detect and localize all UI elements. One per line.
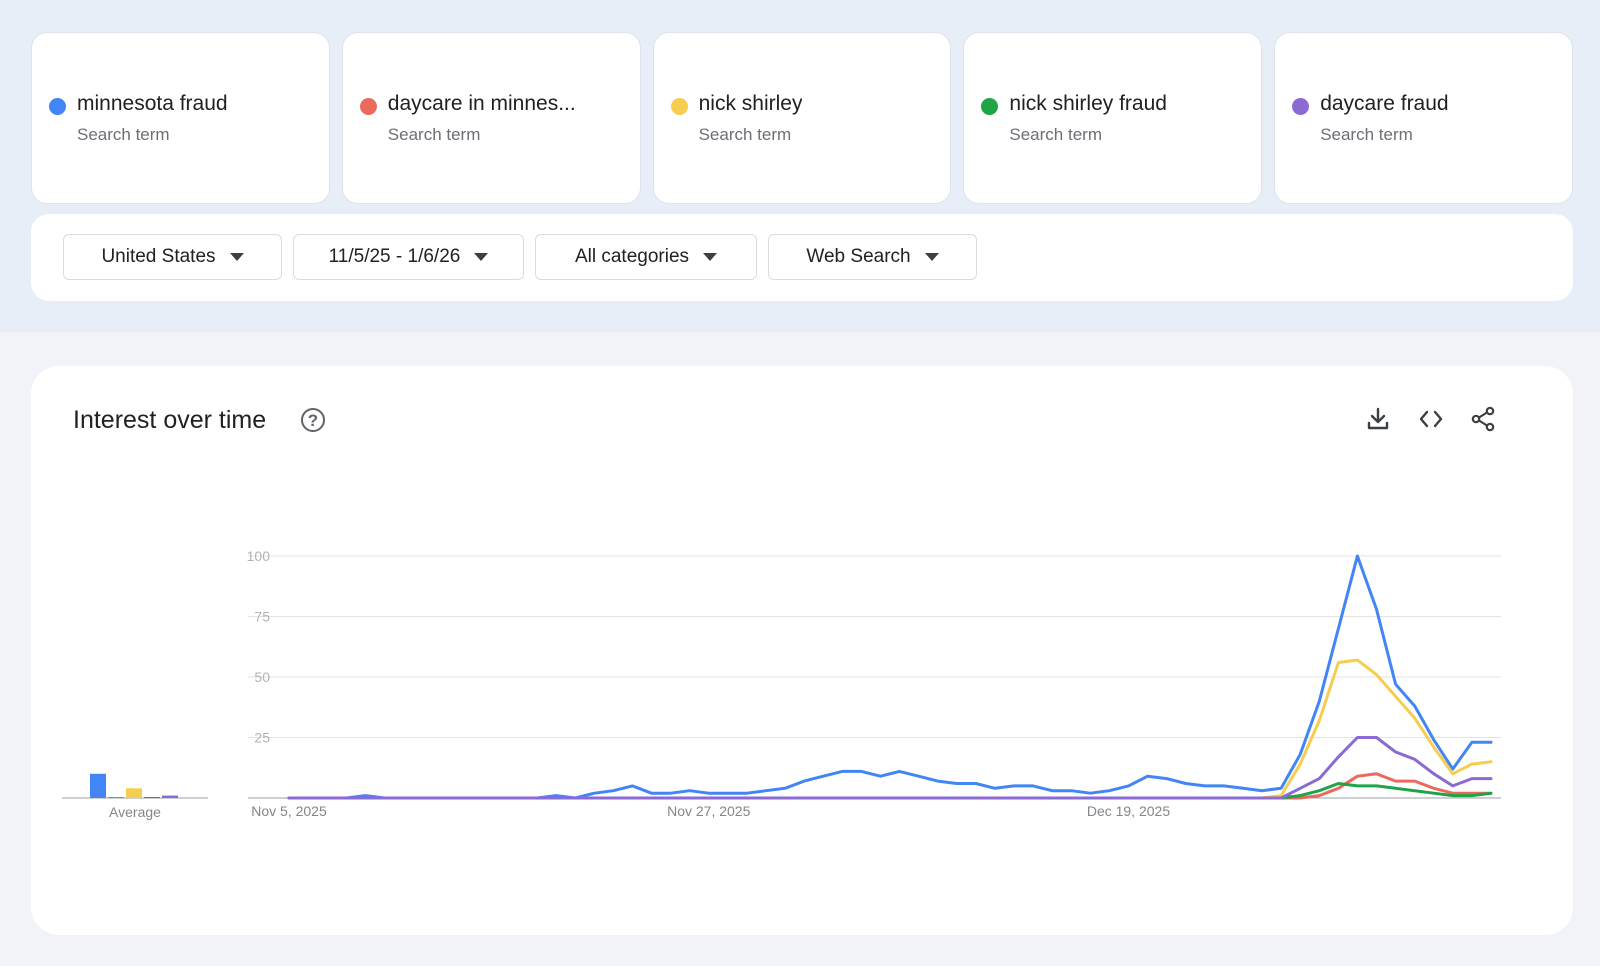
- share-icon[interactable]: [1468, 404, 1498, 434]
- search-type-dropdown[interactable]: Web Search: [768, 234, 977, 280]
- term-name: nick shirley: [698, 92, 803, 115]
- help-icon[interactable]: ?: [301, 408, 325, 432]
- average-bar: [126, 788, 142, 798]
- term-name: daycare in minnes...: [387, 92, 576, 115]
- term-card-nick-shirley-fraud[interactable]: nick shirley fraud Search term: [963, 32, 1263, 204]
- average-bar: [144, 797, 160, 798]
- term-name: minnesota fraud: [77, 92, 228, 115]
- term-name: daycare fraud: [1320, 92, 1449, 115]
- series-line: [287, 736, 1493, 800]
- term-name: nick shirley fraud: [1009, 92, 1167, 115]
- term-color-dot: [1292, 98, 1310, 115]
- category-label: All categories: [574, 246, 690, 267]
- category-dropdown[interactable]: All categories: [535, 234, 757, 280]
- y-tick-label: 25: [254, 730, 270, 746]
- filter-bar: United States 11/5/25 - 1/6/26 All categ…: [31, 214, 1573, 301]
- term-card-daycare-fraud[interactable]: daycare fraud Search term: [1274, 32, 1573, 204]
- term-type: Search term: [77, 125, 170, 144]
- average-bar: [90, 773, 106, 798]
- dropdown-arrow-icon: [924, 253, 939, 261]
- panel-title: Interest over time: [73, 406, 267, 434]
- x-tick-label: Nov 5, 2025: [251, 803, 327, 819]
- dropdown-arrow-icon: [229, 253, 244, 261]
- region-dropdown[interactable]: United States: [63, 234, 282, 280]
- term-card-minnesota-fraud[interactable]: minnesota fraud Search term: [31, 32, 330, 204]
- interest-chart: 25 50 75 100 Nov 5, 2025 Nov 27, 2025 Dec 19, …: [62, 548, 1501, 820]
- y-tick-label: 100: [247, 548, 271, 564]
- x-tick-label: Dec 19, 2025: [1087, 803, 1170, 819]
- date-range-dropdown[interactable]: 11/5/25 - 1/6/26: [293, 234, 524, 280]
- embed-code-icon[interactable]: [1416, 404, 1446, 434]
- term-type: Search term: [387, 125, 481, 144]
- download-icon[interactable]: [1363, 404, 1393, 434]
- term-card-nick-shirley[interactable]: nick shirley Search term: [652, 32, 952, 204]
- term-color-dot: [670, 98, 688, 115]
- term-color-dot: [359, 98, 377, 115]
- term-card-daycare-in-minnesota[interactable]: daycare in minnes... Search term: [341, 32, 641, 204]
- term-type: Search term: [1320, 125, 1413, 144]
- term-type: Search term: [698, 125, 792, 144]
- term-type: Search term: [1009, 125, 1102, 144]
- average-bar: [108, 797, 124, 798]
- term-color-dot: [981, 98, 999, 115]
- interest-over-time-panel: Interest over time ? 25 50 75 100 Nov 5, 202…: [31, 366, 1573, 935]
- x-tick-label: Nov 27, 2025: [667, 803, 750, 819]
- search-type-label: Web Search: [806, 246, 911, 267]
- average-label: Average: [109, 804, 161, 820]
- dropdown-arrow-icon: [474, 253, 489, 261]
- average-bar: [162, 795, 178, 798]
- y-tick-label: 50: [254, 669, 270, 685]
- dropdown-arrow-icon: [703, 253, 718, 261]
- date-range-label: 11/5/25 - 1/6/26: [328, 246, 461, 267]
- search-terms-row: minnesota fraud Search term daycare in m…: [31, 32, 1573, 204]
- y-tick-label: 75: [254, 609, 270, 625]
- term-color-dot: [49, 98, 66, 115]
- region-label: United States: [101, 246, 216, 267]
